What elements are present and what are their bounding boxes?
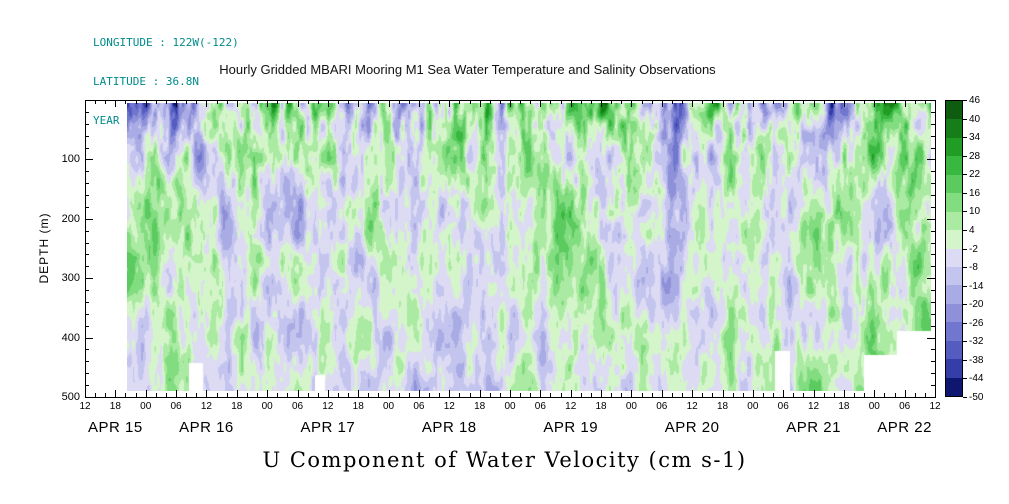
colorbar-tick-label: -14	[969, 280, 984, 292]
x-hour-tick-label: 00	[747, 401, 759, 412]
colorbar-segment	[946, 137, 962, 157]
x-hour-tick-label: 00	[625, 401, 637, 412]
colorbar-tick-label: -2	[969, 243, 978, 255]
colorbar-segment	[946, 211, 962, 231]
x-hour-tick-label: 12	[200, 401, 212, 412]
x-date-label: APR 20	[664, 419, 720, 436]
x-hour-tick-label: 12	[808, 401, 820, 412]
x-date-label: APR 15	[87, 419, 143, 436]
x-hour-tick-label: 06	[899, 401, 911, 412]
colorbar-segment	[946, 101, 962, 120]
x-hour-tick-label: 12	[686, 401, 698, 412]
colorbar-tick-label: -26	[969, 317, 984, 329]
x-hour-tick-label: 00	[261, 401, 273, 412]
x-date-label: APR 18	[421, 419, 477, 436]
x-hour-tick-label: 18	[595, 401, 607, 412]
y-tick-label: 300	[61, 272, 80, 285]
x-date-label: APR 17	[300, 419, 356, 436]
colorbar-segment	[946, 230, 962, 249]
x-hour-tick-label: 12	[565, 401, 577, 412]
colorbar-segment	[946, 193, 962, 212]
x-hour-tick-label: 12	[929, 401, 941, 412]
x-hour-tick-label: 00	[383, 401, 395, 412]
x-hour-tick-label: 06	[534, 401, 546, 412]
x-hour-tick-label: 06	[413, 401, 425, 412]
colorbar-tick-label: 10	[969, 206, 981, 218]
x-hour-tick-label: 06	[777, 401, 789, 412]
colorbar-segment	[946, 174, 962, 194]
x-hour-tick-label: 00	[140, 401, 152, 412]
heatmap-canvas	[127, 103, 931, 391]
colorbar-tick-label: -8	[969, 262, 978, 274]
y-tick-label: 100	[61, 153, 80, 166]
x-hour-tick-label: 18	[716, 401, 729, 412]
x-date-label: APR 19	[543, 419, 599, 436]
x-hour-tick-label: 18	[474, 401, 486, 412]
header-longitude: LONGITUDE : 122W(-122)	[93, 36, 239, 49]
colorbar-tick-label: 28	[969, 150, 981, 162]
x-date-label: APR 22	[877, 419, 932, 436]
x-hour-tick-label: 06	[656, 401, 668, 412]
colorbar-segment	[946, 248, 962, 267]
x-hour-tick-label: 12	[322, 401, 334, 412]
colorbar-tick-label: 40	[969, 113, 981, 125]
x-hour-tick-label: 00	[504, 401, 516, 412]
colorbar-tick-label: 34	[969, 132, 981, 144]
x-hour-tick-label: 12	[79, 401, 91, 412]
header-latitude: LATITUDE : 36.8N	[93, 75, 199, 88]
x-hour-tick-label: 00	[868, 401, 880, 412]
y-tick-label: 200	[61, 212, 80, 225]
plot-title: Hourly Gridded MBARI Mooring M1 Sea Wate…	[219, 62, 716, 77]
colorbar-tick-label: -20	[969, 299, 984, 311]
y-tick-label: 400	[61, 331, 80, 344]
x-hour-tick-label: 18	[231, 401, 243, 412]
x-hour-tick-label: 18	[352, 401, 364, 412]
x-hour-tick-label: 06	[291, 401, 304, 412]
colorbar-tick-label: 16	[969, 187, 981, 199]
colorbar-tick-label: -50	[969, 392, 984, 403]
x-hour-tick-label: 18	[109, 401, 121, 412]
x-date-label: APR 16	[179, 419, 234, 436]
colorbar-segment	[946, 359, 962, 378]
x-axis-caption: U Component of Water Velocity (cm s-1)	[262, 448, 747, 472]
colorbar-tick-label: -38	[969, 354, 984, 366]
colorbar-tick-label: 4	[969, 224, 975, 236]
colorbar-tick-label: 46	[969, 95, 981, 106]
colorbar-segment	[946, 266, 962, 286]
colorbar-segment	[946, 156, 962, 175]
colorbar-tick-label: 22	[969, 169, 981, 181]
colorbar-segment	[946, 285, 962, 304]
x-hour-tick-label: 18	[838, 401, 850, 412]
colorbar	[945, 100, 963, 397]
colorbar-segment	[946, 340, 962, 360]
colorbar-segment	[946, 303, 962, 323]
colorbar-segment	[946, 322, 962, 341]
colorbar-segment	[946, 119, 962, 138]
colorbar-segment	[946, 377, 962, 396]
x-hour-tick-label: 06	[170, 401, 182, 412]
colorbar-tick-label: -44	[969, 373, 984, 385]
x-hour-tick-label: 12	[443, 401, 455, 412]
y-tick-label: 500	[61, 391, 80, 403]
x-date-label: APR 21	[786, 419, 841, 436]
colorbar-tick-label: -32	[969, 336, 984, 348]
